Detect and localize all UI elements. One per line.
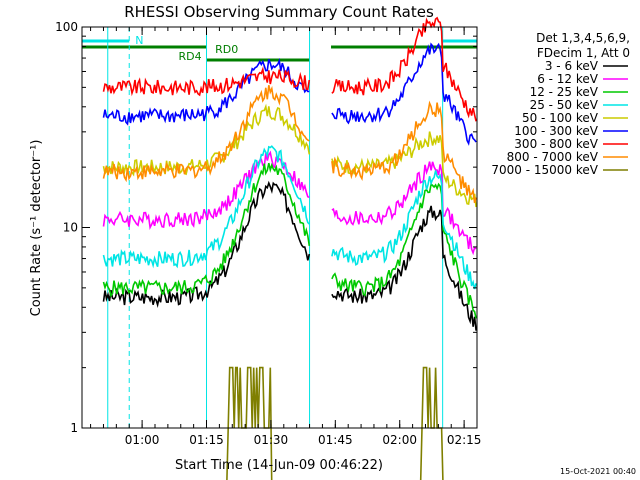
legend-label: 100 - 300 keV [514,124,598,138]
x-tick-label: 01:30 [254,433,289,447]
series-line [102,42,477,146]
y-tick-label: 10 [63,221,78,235]
y-axis-label: Count Rate (s⁻¹ detector⁻¹) [29,140,44,317]
legend-label: 50 - 100 keV [522,111,599,125]
legend-label: 25 - 50 keV [530,98,599,112]
x-tick-label: 02:15 [447,433,482,447]
series-line [102,150,477,256]
rd-label: RD4 [179,50,202,63]
series-line [102,85,477,204]
series-line [102,162,477,319]
chart-title: RHESSI Observing Summary Count Rates [124,3,434,21]
legend: Det 1,3,4,5,6,9, FDecim 1, Att 0 3 - 6 k… [491,31,630,177]
x-axis-label: Start Time (14-Jun-09 00:46:22) [175,458,383,473]
plot-frame: 1 10 100 01:00 01:15 01:30 01:45 02:00 02:15 [55,20,481,447]
legend-label: 3 - 6 keV [545,59,599,73]
legend-label: 300 - 800 keV [514,137,598,151]
series-line [102,180,477,331]
legend-label: 6 - 12 keV [537,72,599,86]
legend-header-1: Det 1,3,4,5,6,9, [536,31,630,45]
x-tick-label: 01:15 [189,433,224,447]
footer-timestamp: 15-Oct-2021 00:40 [560,467,636,476]
y-tick-label: 1 [70,421,78,435]
legend-header-2: FDecim 1, Att 0 [537,46,630,60]
x-tick-label: 01:45 [318,433,353,447]
series-line [102,16,477,122]
series-line [102,145,477,290]
legend-label: 800 - 7000 keV [507,150,599,164]
y-tick-label: 100 [55,20,78,34]
rd-label: RD0 [215,43,238,56]
night-label: N [135,34,143,47]
x-tick-label: 01:00 [125,433,160,447]
legend-label: 12 - 25 keV [530,85,599,99]
x-tick-label: 02:00 [382,433,417,447]
legend-label: 7000 - 15000 keV [491,163,598,177]
